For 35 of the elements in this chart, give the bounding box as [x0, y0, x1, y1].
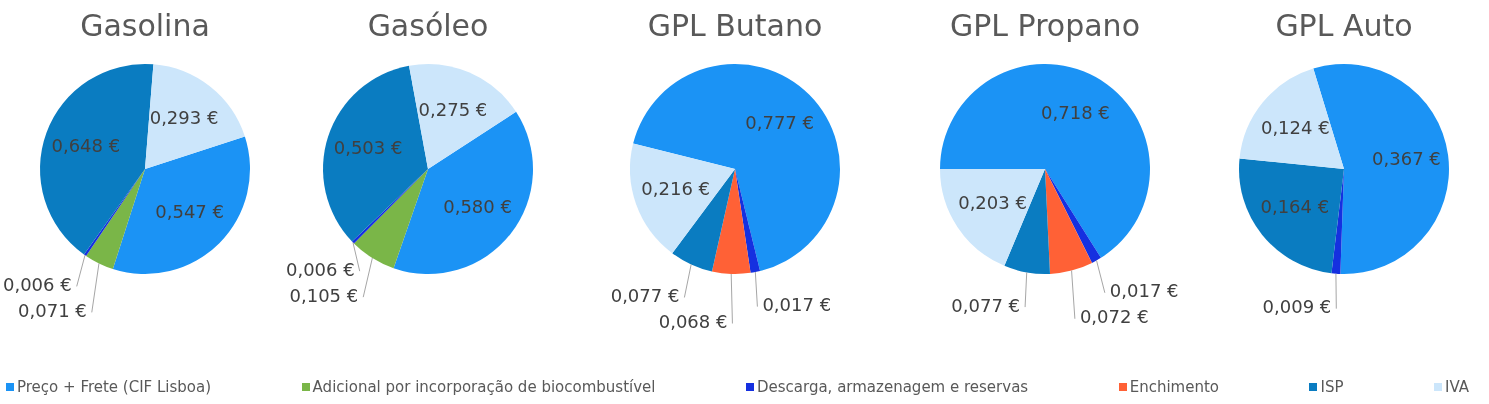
legend-label: Descarga, armazenagem e reservas — [756, 378, 1029, 396]
data-label: 0,105 € — [289, 284, 359, 306]
slice-label: GPL Auto — [1275, 7, 1413, 43]
legend-label: Enchimento — [1129, 378, 1219, 396]
data-label: 0,648 € — [51, 135, 121, 157]
data-label: 0,216 € — [641, 177, 711, 199]
data-label: 0,017 € — [1109, 280, 1179, 302]
data-label: 0,071 € — [18, 300, 87, 322]
data-label: 0,503 € — [333, 137, 403, 159]
data-label: 0,017 € — [762, 294, 832, 316]
data-label: 0,367 € — [1372, 148, 1441, 170]
slice-label: Gasóleo — [367, 7, 489, 43]
legend-label: Preço + Frete (CIF Lisboa) — [17, 378, 212, 396]
data-label: 0,547 € — [155, 201, 224, 223]
data-label: 0,068 € — [658, 311, 728, 333]
data-label: 0,718 € — [1041, 101, 1110, 123]
slice-label: GPL Butano — [647, 7, 823, 43]
legend-label: ISP — [1320, 378, 1344, 396]
data-label: 0,580 € — [443, 195, 512, 217]
data-label: 0,275 € — [418, 98, 488, 120]
data-label: 0,072 € — [1079, 306, 1149, 328]
data-label: 0,124 € — [1260, 116, 1330, 138]
slice-label: Gasolina — [80, 7, 210, 43]
data-label: 0,777 € — [745, 112, 814, 134]
data-label: 0,006 € — [2, 274, 72, 296]
data-label: 0,293 € — [149, 107, 219, 129]
data-label: 0,203 € — [958, 191, 1027, 213]
data-label: 0,077 € — [610, 285, 680, 307]
data-label: 0,006 € — [285, 258, 355, 280]
legend-label: Adicional por incorporação de biocombustível — [312, 378, 656, 396]
data-label: 0,077 € — [951, 294, 1021, 316]
slice-label: GPL Propano — [950, 7, 1140, 43]
data-label: 0,164 € — [1260, 196, 1330, 218]
legend-label: IVA — [1445, 378, 1469, 396]
data-label: 0,009 € — [1262, 296, 1332, 318]
